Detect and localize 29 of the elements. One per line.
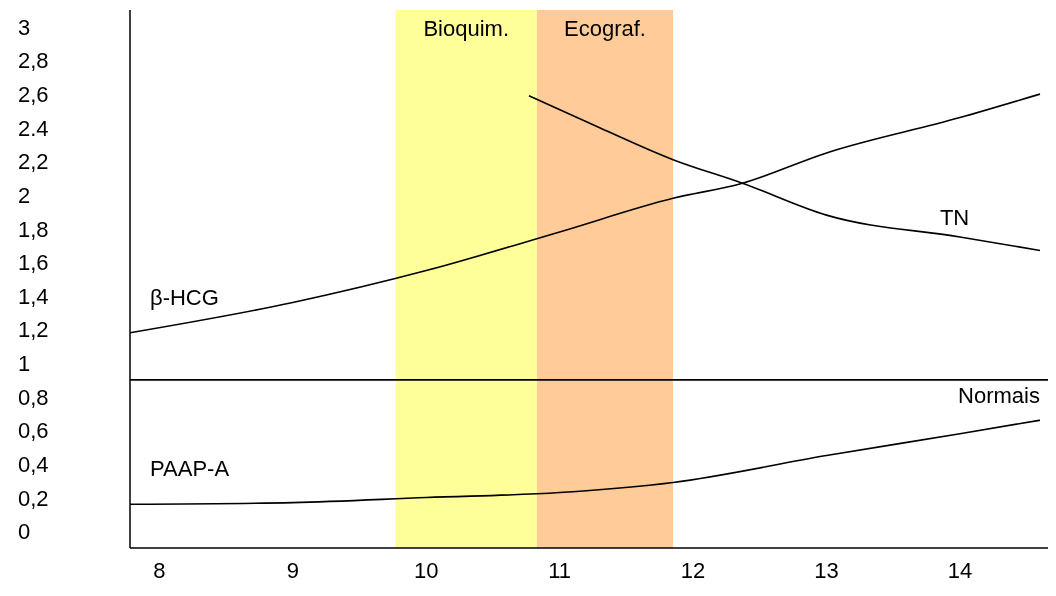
series-label: TN xyxy=(939,204,970,230)
y-tick-label: 2,8 xyxy=(18,48,49,74)
series-label: β-HCG xyxy=(150,284,219,310)
x-tick-label: 13 xyxy=(814,558,839,583)
band-label: Ecograf. xyxy=(564,15,646,41)
x-tick-label: 8 xyxy=(153,558,166,583)
y-tick-label: 1 xyxy=(18,351,31,377)
y-tick-label: 0,8 xyxy=(18,384,49,410)
y-tick-label: 2,2 xyxy=(18,149,49,175)
x-tick-label: 14 xyxy=(947,558,973,583)
y-tick-label: 2.4 xyxy=(18,115,49,141)
y-tick-label: 1,2 xyxy=(18,317,49,343)
band-label: Bioquim. xyxy=(423,15,510,41)
x-tick-label: 10 xyxy=(413,558,439,583)
series-label: PAAP-A xyxy=(150,456,230,482)
x-tick-label: 9 xyxy=(286,558,299,583)
ref-line-label: Normais xyxy=(958,383,1040,409)
x-tick-label: 11 xyxy=(548,558,572,583)
y-tick-label: 3 xyxy=(18,14,31,40)
y-tick-label: 1,4 xyxy=(18,283,49,309)
y-tick-label: 0,4 xyxy=(18,451,49,477)
y-tick-label: 2 xyxy=(18,182,31,208)
y-tick-label: 0,6 xyxy=(18,418,49,444)
y-tick-label: 1,8 xyxy=(18,216,49,242)
x-tick-label: 12 xyxy=(680,558,706,583)
y-tick-label: 2,6 xyxy=(18,82,49,108)
y-tick-label: 0,2 xyxy=(18,485,49,511)
y-tick-label: 1,6 xyxy=(18,250,49,276)
y-tick-label: 0 xyxy=(18,519,31,545)
